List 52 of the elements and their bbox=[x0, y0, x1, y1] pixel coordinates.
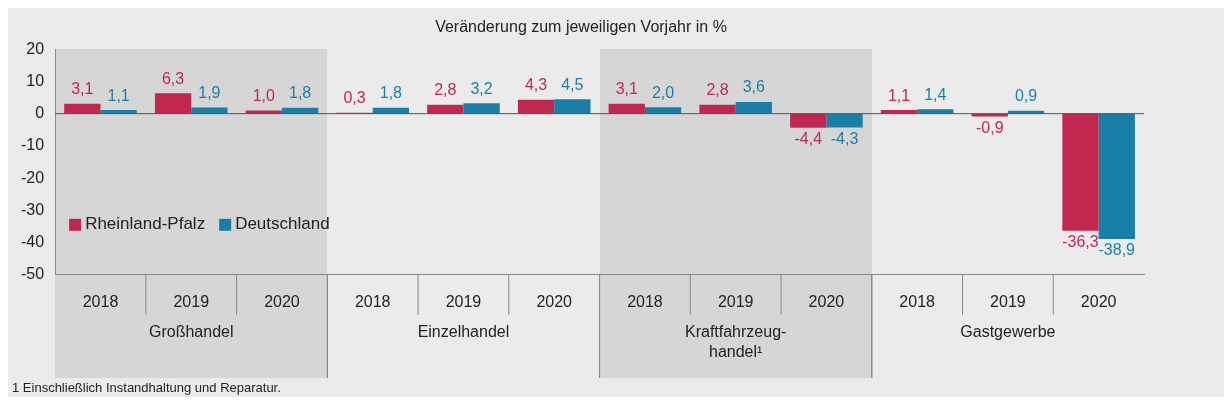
data-label: 3,1 bbox=[71, 80, 94, 98]
text: Gastgewerbe bbox=[960, 323, 1056, 341]
y-tick-label: 10 bbox=[26, 71, 45, 89]
data-label: 3,6 bbox=[742, 78, 766, 96]
x-tick-label: 2020 bbox=[536, 292, 573, 310]
x-tick-label: 2019 bbox=[173, 292, 210, 310]
text: 1 Einschließlich Instandhaltung und Reparatur. bbox=[11, 380, 282, 397]
y-tick-label: -10 bbox=[21, 136, 45, 154]
text: Kraftfahrzeug- handel¹ bbox=[684, 323, 787, 361]
x-tick-label: 2020 bbox=[1080, 292, 1117, 310]
data-label: -38,9 bbox=[1098, 241, 1136, 259]
data-label: 1,8 bbox=[289, 84, 312, 102]
data-label: -4,3 bbox=[830, 129, 859, 147]
data-label: 1,9 bbox=[198, 83, 221, 101]
x-tick-label: 2020 bbox=[808, 292, 845, 310]
legend-label: Deutschland bbox=[235, 214, 330, 234]
y-tick-label: 20 bbox=[26, 39, 45, 57]
x-tick-label: 2019 bbox=[717, 292, 754, 310]
data-label: 0,9 bbox=[1014, 87, 1038, 105]
data-label: -4,4 bbox=[794, 130, 823, 148]
x-tick-label: 2019 bbox=[445, 292, 482, 310]
data-label: 3,1 bbox=[615, 80, 638, 98]
x-tick-label: 2019 bbox=[990, 292, 1026, 310]
x-tick-label: 2020 bbox=[264, 292, 300, 310]
y-tick-label: -20 bbox=[21, 168, 45, 186]
data-label: 1,4 bbox=[924, 85, 947, 103]
data-label: 4,5 bbox=[561, 75, 584, 93]
chart-title: Veränderung zum jeweiligen Vorjahr in % bbox=[435, 18, 727, 36]
x-tick-label: 2018 bbox=[899, 292, 936, 310]
text: Großhandel bbox=[148, 323, 234, 341]
data-label: -36,3 bbox=[1062, 233, 1099, 251]
x-tick-label: 2018 bbox=[82, 292, 119, 310]
y-tick-label: -30 bbox=[21, 200, 45, 218]
data-label: 6,3 bbox=[161, 69, 185, 87]
legend-label: Rheinland-Pfalz bbox=[85, 214, 206, 234]
text: Einzelhandel bbox=[417, 323, 510, 341]
data-label: 3,2 bbox=[470, 79, 493, 97]
y-tick-label: 0 bbox=[35, 104, 45, 122]
x-tick-label: 2018 bbox=[354, 292, 391, 310]
y-tick-label: -40 bbox=[21, 232, 45, 250]
data-label: 1,1 bbox=[107, 86, 130, 104]
data-label: 2,8 bbox=[706, 81, 729, 99]
data-label: -0,9 bbox=[975, 118, 1004, 136]
data-label: 0,3 bbox=[343, 89, 366, 107]
data-label: 1,1 bbox=[887, 86, 911, 104]
y-tick-label: -50 bbox=[21, 265, 45, 283]
data-label: 1,8 bbox=[379, 84, 403, 102]
data-label: 2,8 bbox=[434, 81, 457, 99]
data-label: 4,3 bbox=[524, 76, 548, 94]
data-label: 2,0 bbox=[651, 83, 675, 101]
x-tick-label: 2018 bbox=[627, 292, 663, 310]
data-label: 1,0 bbox=[252, 86, 276, 104]
